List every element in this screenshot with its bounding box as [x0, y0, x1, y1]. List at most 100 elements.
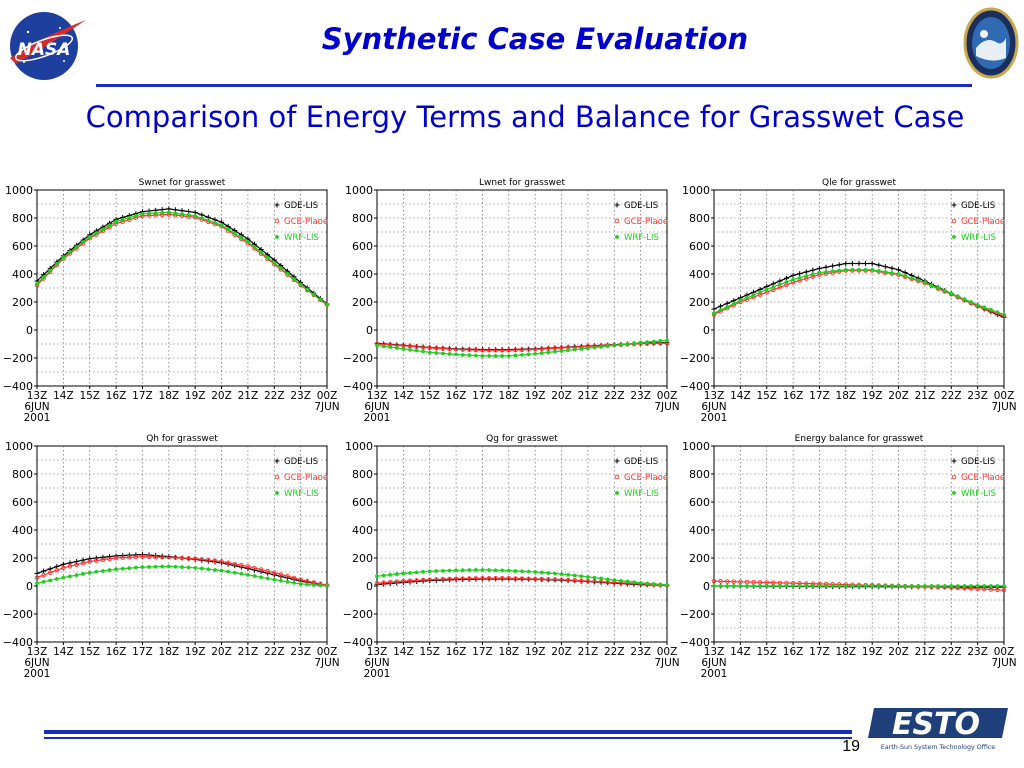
- data-point: [147, 211, 152, 216]
- esto-tagline: Earth-Sun System Technology Office: [881, 744, 995, 751]
- x-tick-label: 22Z: [604, 390, 625, 402]
- x-tick-sublabel: 6JUN: [364, 657, 389, 669]
- legend-marker: [951, 218, 957, 224]
- data-point: [909, 583, 914, 588]
- data-point: [265, 568, 270, 574]
- data-point: [592, 575, 597, 580]
- x-tick-label: 19Z: [185, 646, 206, 658]
- data-point: [480, 348, 485, 353]
- data-point: [651, 339, 656, 344]
- data-point: [982, 583, 987, 588]
- data-point: [421, 569, 426, 574]
- data-point: [298, 577, 303, 582]
- legend-label: WRF-LIS: [284, 489, 319, 499]
- data-point: [94, 558, 99, 563]
- data-point: [499, 348, 505, 353]
- data-point: [454, 568, 459, 573]
- x-tick-label: 17Z: [809, 390, 830, 402]
- x-tick-label: 18Z: [836, 390, 857, 402]
- data-point: [388, 345, 393, 349]
- x-tick-label: 16Z: [446, 646, 467, 658]
- data-point: [453, 347, 459, 352]
- data-point: [552, 571, 557, 576]
- data-point: [41, 572, 46, 578]
- y-tick-label: 0: [703, 324, 710, 337]
- x-tick-sublabel: 6JUN: [24, 401, 49, 413]
- y-tick-label: −200: [343, 352, 373, 365]
- data-point: [876, 583, 881, 588]
- data-point: [955, 583, 960, 588]
- data-point: [374, 343, 380, 348]
- data-point: [599, 344, 604, 349]
- data-point: [324, 302, 330, 307]
- legend-label: WRF-LIS: [284, 233, 319, 243]
- data-point: [791, 277, 796, 282]
- data-point: [219, 559, 224, 564]
- data-point: [186, 565, 191, 570]
- data-point: [837, 268, 842, 273]
- data-point: [526, 576, 531, 582]
- data-point: [969, 583, 974, 588]
- data-point: [718, 579, 723, 584]
- x-tick-label: 18Z: [499, 646, 520, 658]
- y-tick-label: 600: [689, 496, 710, 509]
- data-point: [632, 341, 637, 346]
- data-point: [401, 571, 406, 576]
- data-point: [824, 583, 829, 588]
- data-point: [731, 579, 737, 584]
- x-tick-label: 16Z: [106, 646, 127, 658]
- data-point: [995, 587, 1000, 593]
- data-point: [120, 217, 125, 222]
- data-point: [552, 349, 557, 354]
- data-point: [883, 269, 888, 274]
- data-point: [252, 573, 257, 578]
- legend-marker: [951, 234, 957, 239]
- x-tick-sublabel: 2001: [24, 668, 51, 680]
- nasa-logo: NASA: [10, 12, 86, 80]
- x-tick-sublabel: 2001: [364, 412, 391, 424]
- data-point: [140, 211, 145, 216]
- data-point: [995, 310, 1000, 314]
- data-point: [278, 578, 283, 583]
- x-tick-label: 00Z: [657, 390, 678, 402]
- x-tick-label: 23Z: [630, 390, 651, 402]
- data-point: [599, 576, 604, 581]
- x-tick-label: 23Z: [630, 646, 651, 658]
- chart-title: Swnet for grasswet: [139, 178, 226, 188]
- x-tick-label: 18Z: [159, 646, 180, 658]
- data-point: [127, 565, 132, 570]
- data-point: [374, 580, 380, 586]
- y-tick-label: −200: [3, 608, 33, 621]
- x-tick-label: 16Z: [783, 390, 804, 402]
- data-point: [566, 572, 571, 577]
- data-point: [298, 282, 303, 287]
- data-point: [539, 346, 545, 352]
- x-tick-label: 22Z: [941, 646, 962, 658]
- data-point: [903, 583, 908, 588]
- data-point: [414, 348, 419, 353]
- data-point: [572, 578, 577, 583]
- data-point: [87, 570, 92, 575]
- data-point: [486, 576, 492, 581]
- data-point: [725, 304, 730, 309]
- x-tick-label: 14Z: [53, 390, 74, 402]
- x-tick-label: 16Z: [106, 390, 127, 402]
- x-tick-label: 23Z: [967, 390, 988, 402]
- data-point: [605, 343, 610, 348]
- data-point: [100, 227, 105, 231]
- data-point: [199, 566, 204, 571]
- data-point: [876, 268, 881, 273]
- data-point: [803, 269, 809, 275]
- data-point: [292, 276, 297, 281]
- data-point: [718, 583, 723, 588]
- data-point: [166, 555, 172, 560]
- legend-label: WRF-LIS: [624, 233, 659, 243]
- x-tick-label: 17Z: [809, 646, 830, 658]
- data-point: [440, 346, 446, 351]
- data-point: [625, 579, 630, 584]
- x-tick-label: 21Z: [238, 646, 259, 658]
- data-point: [777, 282, 782, 287]
- data-point: [206, 567, 211, 571]
- legend-marker: [951, 202, 957, 208]
- data-point: [645, 581, 650, 586]
